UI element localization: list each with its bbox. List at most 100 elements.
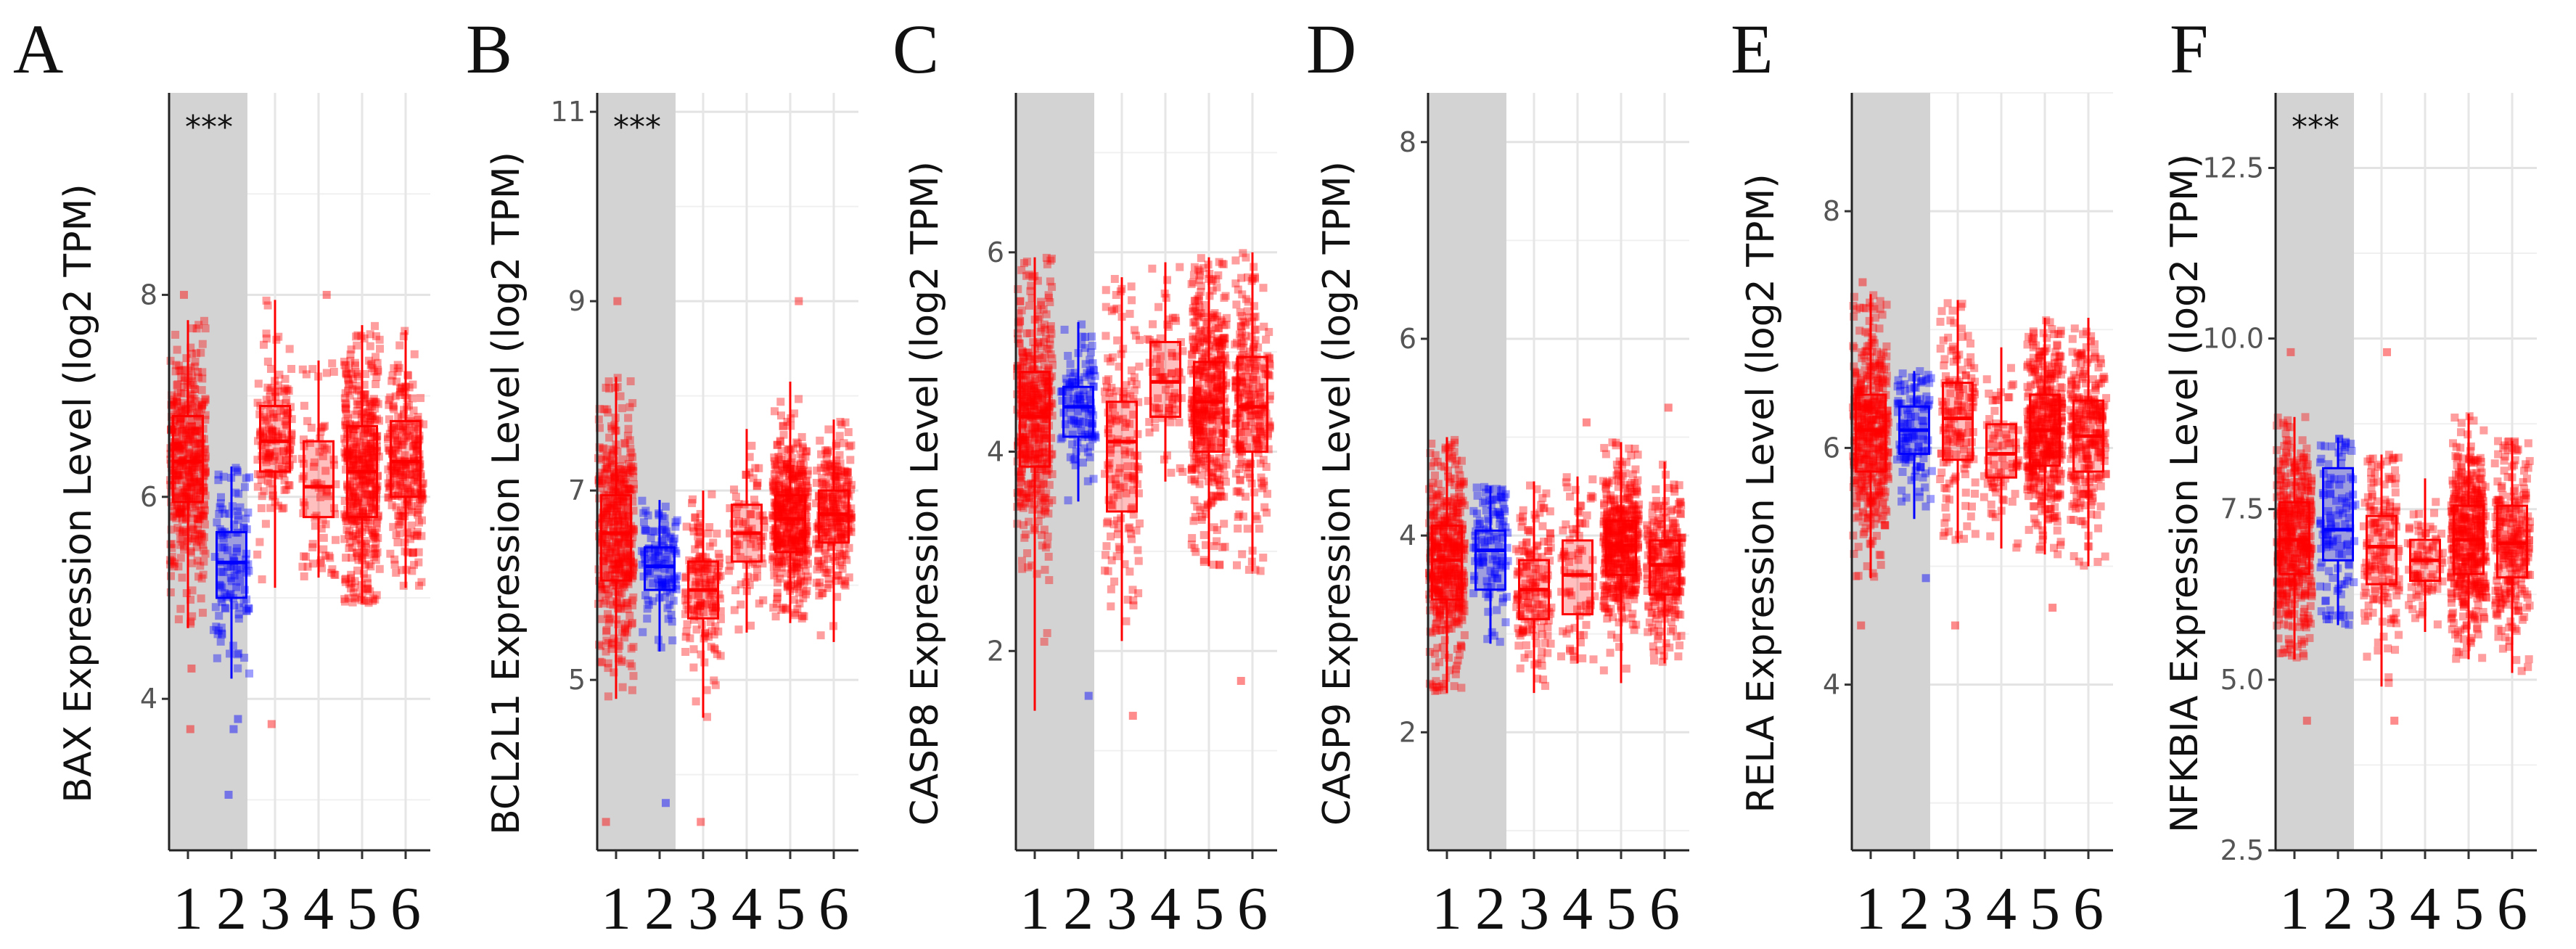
data-point [752,482,761,490]
data-point [1168,411,1177,420]
data-point [348,464,356,473]
data-point [186,596,195,604]
data-point [827,521,836,530]
data-point [770,469,779,478]
data-point [234,664,242,673]
data-point [1037,530,1046,539]
data-point [1039,380,1048,389]
data-point [362,408,371,416]
data-point [628,564,637,573]
data-point [594,599,603,608]
data-point [1144,397,1152,406]
data-point [272,447,281,456]
data-point [1019,393,1027,401]
data-point [775,535,784,544]
data-point [189,435,197,443]
data-point [345,512,353,520]
data-point [666,533,675,541]
data-point [186,390,195,398]
data-point [361,484,369,493]
data-point [617,465,625,474]
data-point [1091,430,1099,439]
data-point [626,464,635,473]
data-point [786,496,795,504]
data-point [794,471,803,480]
data-point [614,637,623,646]
data-point [772,599,781,608]
data-point [794,440,803,448]
data-point [595,424,604,432]
y-tick-label: 2 [987,635,1004,667]
data-point [366,439,375,448]
data-point [648,597,657,606]
data-point [331,510,340,519]
data-point [773,440,782,449]
data-point [262,455,271,464]
data-point [398,566,406,575]
data-point [300,401,308,410]
series-group-2 [1057,320,1100,700]
data-point [353,517,361,526]
data-point [1021,432,1030,441]
data-point [362,439,371,448]
data-point [1033,570,1041,578]
data-point [361,459,370,468]
data-point [725,555,734,564]
data-point [403,427,411,435]
data-point [1455,604,1464,613]
data-point [414,468,422,477]
data-point [397,520,406,529]
data-point [1047,254,1056,263]
data-point [182,515,191,524]
data-point [777,447,786,456]
data-point [406,431,414,440]
data-point [1043,402,1052,411]
x-tick-label: 1 [1020,875,1050,942]
data-point [319,545,328,554]
data-point [613,540,622,549]
data-point [193,525,202,534]
data-point [1131,472,1139,480]
data-point [387,479,396,488]
data-point [671,581,680,590]
data-point [1038,394,1047,403]
data-point [1049,361,1057,369]
data-point [815,591,824,600]
data-point [597,468,606,477]
data-point [607,644,616,653]
data-point [848,513,856,522]
data-point [661,522,670,530]
data-point [1460,630,1469,639]
data-point [325,551,334,560]
data-point [695,612,704,621]
data-point [176,444,184,453]
data-point [349,487,358,496]
data-point [359,459,368,467]
data-point [799,546,808,554]
data-point [371,321,380,330]
data-point [258,441,266,450]
data-point [234,610,243,619]
data-point [1210,478,1219,487]
data-point [361,390,369,399]
data-point [1025,407,1034,416]
data-point [168,401,176,410]
data-point [604,554,613,563]
data-point [1039,410,1048,419]
data-point [368,490,377,498]
data-point [1043,383,1051,392]
data-point [1176,464,1184,472]
data-point [1125,310,1134,319]
data-point [1025,356,1034,364]
data-point [1033,485,1041,493]
data-point [415,450,424,459]
data-point [1014,493,1022,501]
data-point [168,391,176,400]
data-point [776,502,785,511]
data-point [627,448,636,457]
data-point [285,345,294,353]
data-point [168,513,176,522]
data-point [1016,316,1025,325]
data-point [817,490,826,498]
data-point [282,456,290,464]
